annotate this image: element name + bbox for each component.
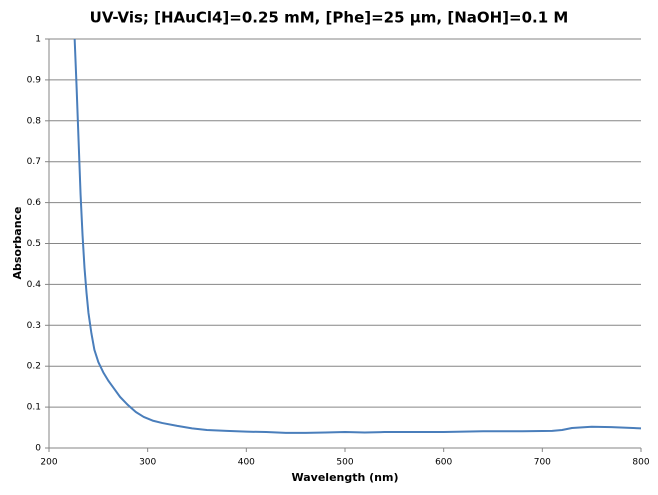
- x-tick-label: 700: [534, 458, 551, 468]
- y-tick-label: 0.3: [27, 321, 41, 331]
- x-tick-label: 600: [435, 458, 452, 468]
- y-tick-label: 1: [35, 35, 41, 45]
- y-tick-label: 0.8: [27, 116, 42, 126]
- y-tick-label: 0.2: [27, 362, 41, 372]
- x-tick-label: 500: [336, 458, 353, 468]
- y-tick-label: 0.6: [27, 198, 42, 208]
- y-tick-label: 0.7: [27, 157, 41, 167]
- y-axis-title: Absorbance: [11, 206, 24, 279]
- y-tick-label: 0.5: [27, 239, 41, 249]
- y-tick-label: 0.4: [27, 280, 42, 290]
- data-line: [73, 38, 642, 434]
- x-tick-label: 400: [238, 458, 255, 468]
- x-tick-label: 200: [40, 458, 57, 468]
- y-tick-label: 0.9: [27, 75, 42, 85]
- x-tick-label: 800: [632, 458, 649, 468]
- y-tick-label: 0.1: [27, 403, 41, 413]
- chart-title: UV-Vis; [HAuCl4]=0.25 mM, [Phe]=25 µm, […: [90, 9, 569, 27]
- x-axis-title: Wavelength (nm): [292, 471, 399, 484]
- x-tick-label: 300: [139, 458, 156, 468]
- y-tick-label: 0: [35, 444, 41, 454]
